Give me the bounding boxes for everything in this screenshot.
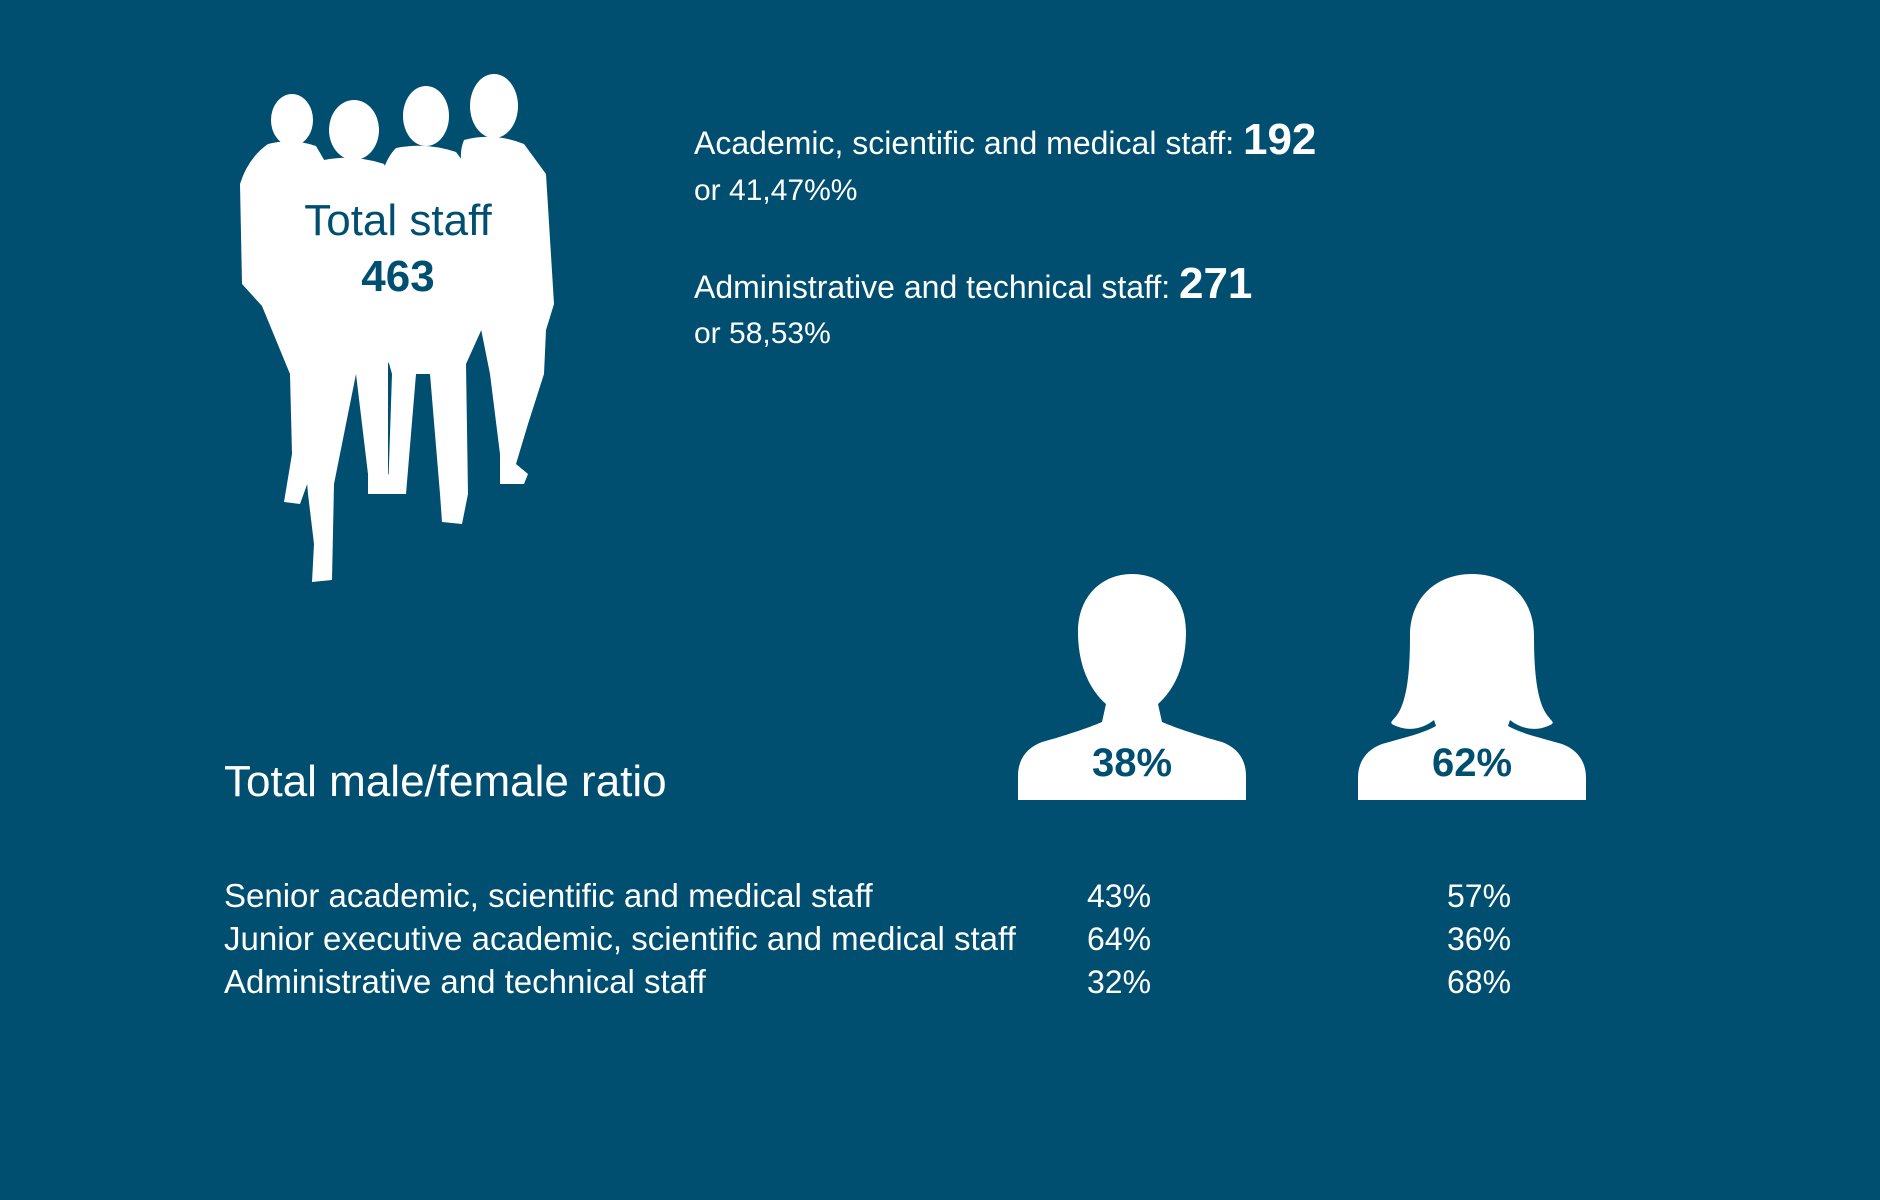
academic-staff-count: 192 [1242,115,1317,164]
row-senior-male: 43% [1087,878,1152,914]
total-staff-label: Total staff [304,196,492,245]
female-ratio: 62% [1358,570,1586,800]
row-admin-female: 68% [1447,964,1512,1000]
admin-staff-count: 271 [1178,259,1253,308]
academic-staff-line: Academic, scientific and medical staff: … [694,118,1316,163]
row-junior-female: 36% [1447,921,1512,957]
ratio-title: Total male/female ratio [224,757,667,806]
academic-staff-share: or 41,47%% [694,174,858,207]
total-staff-value: 463 [361,252,435,301]
row-senior-female: 57% [1447,878,1512,914]
male-total-pct: 38% [1091,741,1173,785]
people-group-icon [228,74,568,590]
female-bust-icon [1358,574,1586,800]
admin-staff-share: or 58,53% [694,317,831,350]
male-bust-icon [1018,574,1246,800]
admin-staff-line: Administrative and technical staff: 271 [694,262,1252,307]
row-admin-male: 32% [1087,964,1152,1000]
academic-staff-label: Academic, scientific and medical staff: [694,125,1243,161]
male-ratio: 38% [1018,570,1246,800]
row-admin-label: Administrative and technical staff [224,963,706,1000]
row-junior-male: 64% [1087,921,1152,957]
admin-staff-label: Administrative and technical staff: [694,269,1179,305]
female-total-pct: 62% [1431,741,1513,785]
row-junior-label: Junior executive academic, scientific an… [224,920,1016,957]
row-senior-label: Senior academic, scientific and medical … [224,877,873,914]
